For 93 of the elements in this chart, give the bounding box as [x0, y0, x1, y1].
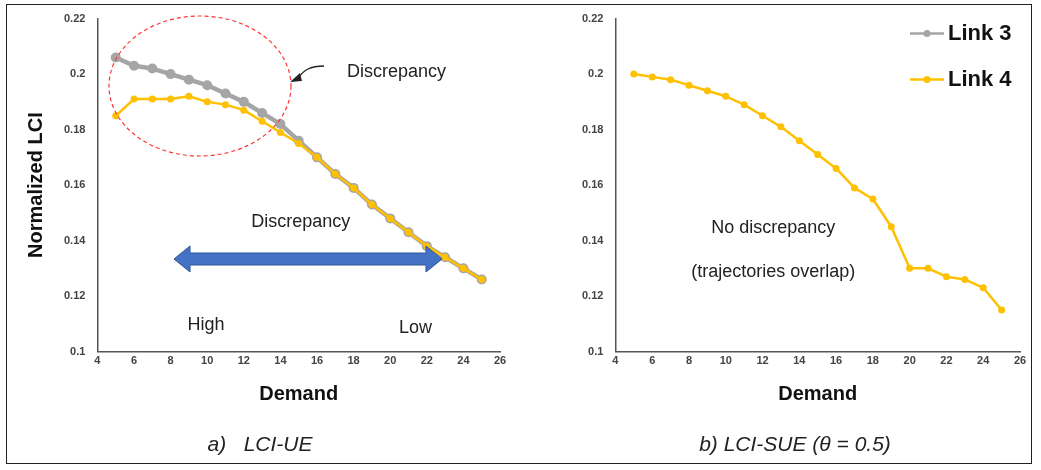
point: [112, 112, 120, 120]
point: [998, 306, 1006, 314]
y-tick-label: 0.18: [63, 122, 86, 135]
x-tick-label: 26: [493, 354, 507, 367]
x-tick-label: 14: [793, 354, 807, 367]
point: [667, 76, 675, 84]
point: [777, 123, 785, 131]
x-axis-title: Demand: [259, 382, 339, 405]
point: [258, 117, 266, 125]
x-axis-title: Demand: [778, 382, 858, 405]
point: [165, 69, 176, 80]
y-tick-label: 0.14: [63, 233, 87, 246]
point: [979, 284, 987, 292]
x-tick-label: 4: [94, 354, 102, 367]
text: a) LCI-UE: [207, 432, 314, 456]
x-tick-label: 16: [829, 354, 843, 367]
point: [185, 92, 193, 100]
x-tick-label: 22: [940, 354, 953, 367]
point: [887, 223, 895, 231]
x-tick-label: 4: [612, 354, 620, 367]
x-tick-label: 6: [649, 354, 656, 367]
y-tick-label: 0.1: [588, 344, 604, 357]
y-tick-label: 0.14: [581, 233, 605, 246]
point: [110, 52, 121, 63]
point: [276, 128, 284, 136]
x-tick-label: 8: [685, 354, 693, 367]
point: [648, 73, 656, 81]
point: [203, 98, 211, 106]
x-tick-label: 12: [756, 354, 769, 367]
y-tick-label: 0.18: [581, 122, 604, 135]
point: [740, 101, 748, 109]
point: [795, 137, 803, 145]
point: [759, 112, 767, 120]
annotation: Low: [398, 317, 433, 338]
point: [906, 264, 914, 272]
point: [257, 107, 268, 118]
x-tick-label: 14: [274, 354, 288, 367]
point: [295, 139, 303, 147]
y-tick-label: 0.22: [581, 11, 604, 24]
x-tick-label: 10: [201, 354, 214, 367]
x-tick-label: 16: [310, 354, 324, 367]
x-tick-label: 18: [866, 354, 879, 367]
x-tick-label: 6: [130, 354, 138, 367]
y-tick-label: 0.1: [70, 344, 86, 357]
point: [238, 96, 249, 107]
x-tick-label: 18: [347, 354, 360, 367]
x-tick-label: 20: [903, 354, 916, 367]
x-tick-label: 26: [1013, 354, 1027, 367]
y-tick-label: 0.2: [70, 67, 86, 80]
point: [814, 151, 822, 159]
x-tick-label: 24: [457, 354, 471, 367]
point: [924, 264, 932, 272]
point: [130, 95, 138, 103]
point: [148, 95, 156, 103]
point: [183, 74, 194, 85]
point: [222, 101, 230, 109]
point: [240, 106, 248, 114]
x-tick-label: 8: [167, 354, 174, 367]
annotation: Discrepancy: [251, 210, 351, 231]
x-tick-label: 12: [237, 354, 250, 367]
legend-label: Link 4: [948, 65, 1013, 91]
point: [850, 184, 858, 192]
point: [202, 80, 213, 91]
x-tick-label: 20: [384, 354, 397, 367]
point: [630, 70, 638, 78]
point: [129, 60, 140, 71]
point: [832, 164, 840, 172]
y-tick-label: 0.12: [63, 289, 86, 302]
annotation: No discrepancy: [711, 217, 836, 238]
point: [220, 88, 231, 99]
point: [961, 275, 969, 283]
point: [869, 195, 877, 203]
y-tick-label: 0.2: [588, 67, 604, 80]
point: [275, 119, 286, 130]
annotation: Discrepancy: [347, 60, 447, 81]
x-tick-label: 24: [977, 354, 991, 367]
point: [147, 63, 158, 74]
x-tick-label: 10: [719, 354, 732, 367]
point: [167, 95, 175, 103]
point: [703, 87, 711, 95]
y-tick-label: 0.12: [581, 289, 604, 302]
point: [942, 273, 950, 281]
text: b) LCI-SUE (θ = 0.5): [699, 432, 891, 456]
y-tick-label: 0.16: [63, 178, 86, 191]
y-axis-title: Normalized LCI: [23, 112, 46, 258]
x-tick-label: 22: [420, 354, 433, 367]
point: [722, 92, 730, 100]
annotation: High: [187, 313, 225, 334]
y-tick-label: 0.22: [63, 11, 86, 24]
point: [685, 81, 693, 89]
legend-label: Link 3: [948, 19, 1012, 45]
y-tick-label: 0.16: [581, 178, 604, 191]
annotation: (trajectories overlap): [691, 260, 856, 281]
